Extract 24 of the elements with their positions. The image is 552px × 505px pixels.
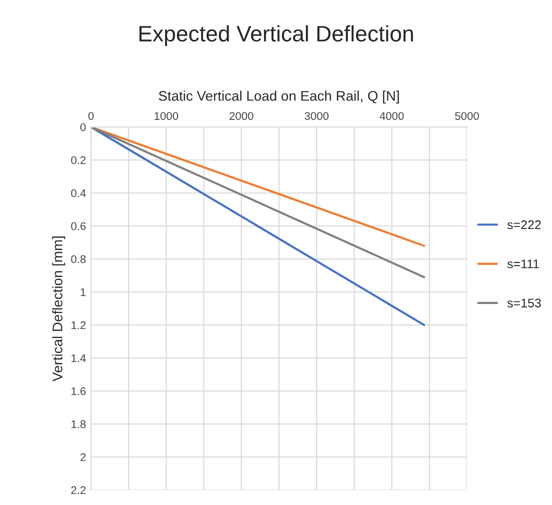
x-tick-label: 5000 xyxy=(455,112,479,120)
y-tick-label: 1.4 xyxy=(72,354,86,362)
x-tick-label: 3000 xyxy=(304,112,329,120)
x-tick-label: 0 xyxy=(88,112,94,120)
y-axis-title: Vertical Deflection [mm] xyxy=(52,236,66,382)
y-tick-label: 0.4 xyxy=(71,189,86,198)
y-tick-label: 1.6 xyxy=(72,387,86,396)
x-tick-label: 4000 xyxy=(380,112,404,120)
y-tick-label: 1.2 xyxy=(72,321,86,330)
y-tick-label: 2.2 xyxy=(71,486,86,494)
y-tick-label: 0.6 xyxy=(71,222,86,230)
y-tick-label: 0.2 xyxy=(71,156,86,164)
x-tick-label: 2000 xyxy=(230,112,254,120)
x-tick-label: 1000 xyxy=(154,112,178,120)
y-tick-label: 1 xyxy=(80,288,86,296)
chart-title: Expected Vertical Deflection xyxy=(139,25,413,46)
y-tick-label: 2 xyxy=(80,453,86,462)
y-tick-label: 0 xyxy=(80,123,86,132)
legend-label: s=153 xyxy=(507,298,541,308)
y-tick-label: 1.8 xyxy=(72,420,86,428)
legend-label: s=222 xyxy=(507,220,541,230)
legend-label: s=111 xyxy=(507,260,539,268)
y-tick-label: 0.8 xyxy=(71,255,86,264)
x-axis-title: Static Vertical Load on Each Rail, Q [N] xyxy=(158,90,399,104)
